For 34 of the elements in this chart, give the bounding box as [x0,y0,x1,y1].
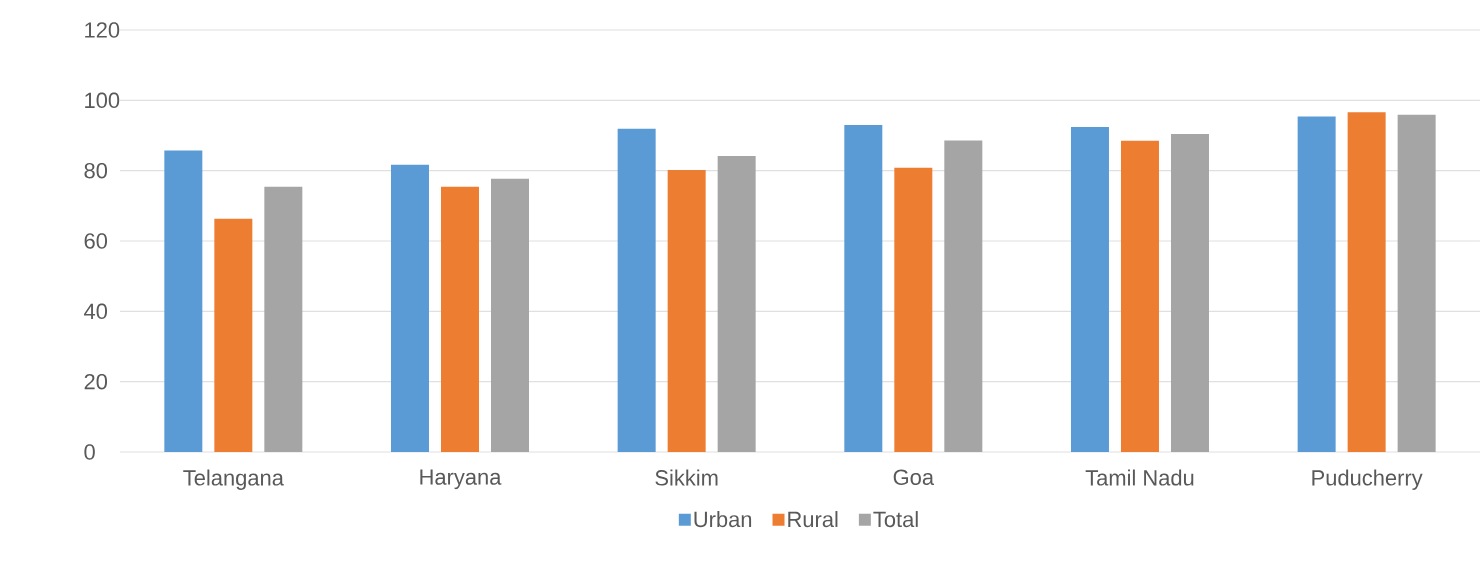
bar [1297,116,1336,452]
x-tick-label: Telangana [183,469,284,490]
y-tick-label: 80 [84,162,108,179]
bar [1170,134,1209,452]
bar [1120,140,1159,452]
legend-label: Urban [694,511,752,528]
bar [894,167,933,452]
bar [490,178,529,452]
x-tick-label: Puducherry [1312,469,1423,490]
bar [164,150,203,452]
bar [844,124,883,452]
x-tick-label: Haryana [420,469,502,490]
y-tick-label: 60 [84,233,108,249]
legend-label: Total [873,511,918,528]
y-tick-label: 120 [85,22,120,38]
bar [1347,112,1386,452]
bar [1070,127,1109,452]
x-tick-label: Goa [893,469,935,486]
bar [944,140,983,452]
bar [1397,114,1436,452]
bar [390,164,429,452]
bar [617,128,656,452]
x-tick-label: Sikkim [655,469,718,486]
bar [717,155,756,452]
x-tick-label: Tamil Nadu [1085,469,1194,486]
legend-label: Rural [788,511,838,528]
y-tick-label: 40 [84,303,108,320]
bar [264,186,303,452]
y-tick-label: 0 [84,444,95,460]
y-tick-label: 20 [84,373,108,390]
bar [667,169,706,452]
bar [440,186,479,452]
y-tick-label: 100 [85,92,120,109]
bar [214,218,253,452]
